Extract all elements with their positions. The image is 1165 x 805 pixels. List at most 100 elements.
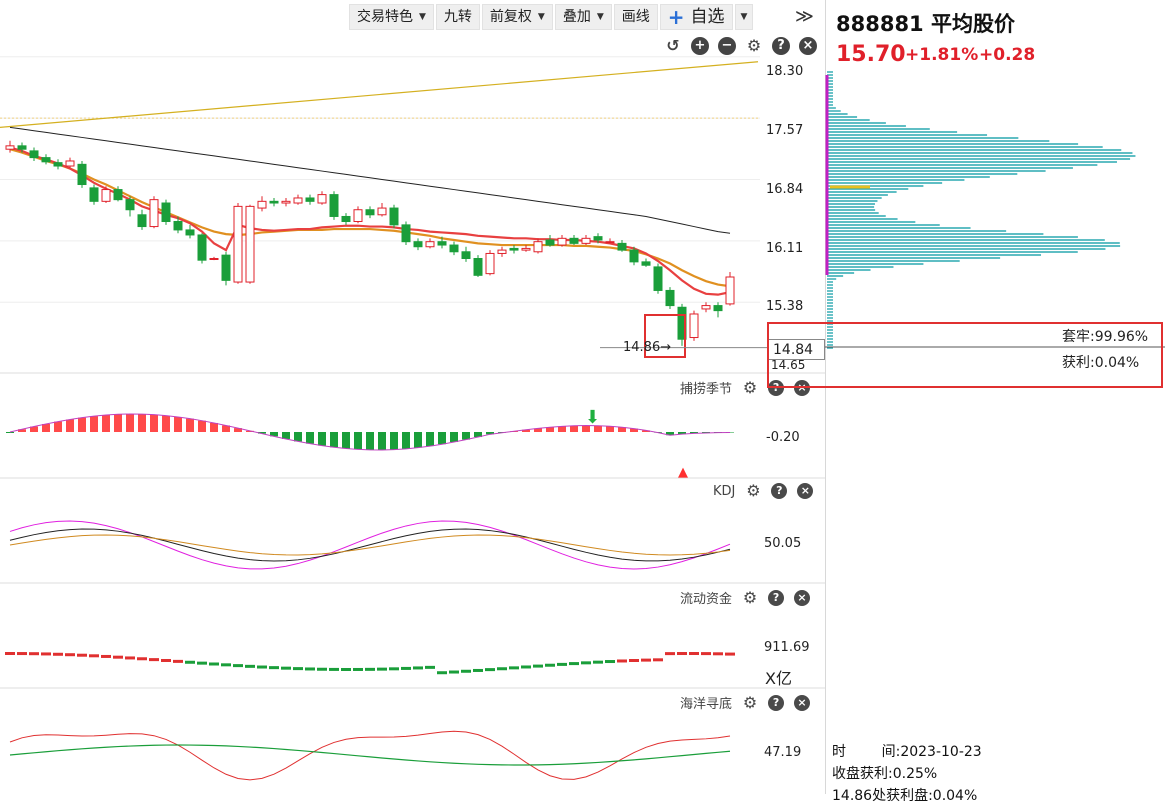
- help-icon[interactable]: ?: [772, 37, 790, 55]
- watchlist-dropdown[interactable]: ▼: [734, 4, 754, 30]
- gear-icon[interactable]: ⚙: [742, 377, 758, 397]
- gear-icon[interactable]: ⚙: [742, 587, 758, 607]
- close-icon[interactable]: ×: [794, 589, 811, 606]
- gear-icon[interactable]: ⚙: [742, 692, 758, 712]
- histogram-bar: [642, 430, 650, 432]
- histogram-bar: [522, 429, 530, 432]
- histogram-bar: [6, 432, 14, 433]
- candle-body: [65, 160, 75, 167]
- candle-body: [665, 289, 675, 307]
- histogram-bar: [150, 414, 158, 432]
- liquidity-bar: [101, 654, 111, 658]
- toolbar-item-label: 叠加: [562, 9, 591, 25]
- pane-header-ocean: 海洋寻底 ⚙? ×: [680, 692, 811, 712]
- close-icon[interactable]: ×: [797, 483, 814, 499]
- histogram-bar: [330, 432, 338, 448]
- zoom-out-icon[interactable]: −: [718, 37, 736, 55]
- indicator-name[interactable]: 流动资金: [680, 592, 733, 607]
- liquidity-bar: [173, 659, 183, 663]
- liquidity-bar: [269, 666, 279, 670]
- candle-body: [365, 209, 375, 216]
- liquidity-bar: [377, 667, 387, 671]
- toolbar-overlay[interactable]: 叠加 ▼: [554, 4, 612, 30]
- liquidity-bar: [473, 668, 483, 672]
- liquidity-bar: [341, 667, 351, 671]
- candle-body: [281, 200, 291, 204]
- liquidity-bar: [65, 653, 75, 657]
- liquidity-bar: [161, 658, 171, 662]
- toolbar-trade-feature[interactable]: 交易特色 ▼: [349, 4, 434, 30]
- indicator-name[interactable]: KDJ: [713, 483, 736, 499]
- liquidity-bar: [521, 665, 531, 669]
- reset-icon[interactable]: ↺: [666, 36, 680, 55]
- help-icon[interactable]: ?: [768, 694, 785, 711]
- candle-body: [101, 189, 111, 202]
- candle-body: [293, 197, 303, 204]
- liquidity-bar: [425, 665, 435, 669]
- histogram-bar: [54, 421, 62, 432]
- candle-body: [545, 239, 555, 246]
- plus-icon: +: [667, 5, 685, 29]
- indicator-value: -0.20: [766, 430, 800, 445]
- candle-body: [689, 313, 699, 339]
- stock-change-abs: +0.28: [979, 45, 1036, 65]
- liquidity-bar: [77, 653, 87, 657]
- candle-body: [377, 207, 387, 216]
- indicator-name[interactable]: 捕捞季节: [680, 382, 733, 397]
- candle-body: [629, 249, 639, 263]
- zoom-in-icon[interactable]: +: [691, 37, 709, 55]
- indicator-name[interactable]: 海洋寻底: [680, 697, 733, 712]
- liquidity-bar: [113, 655, 123, 659]
- candle-body: [497, 249, 507, 254]
- candle-body: [245, 205, 255, 283]
- candle-body: [461, 251, 471, 260]
- histogram-bar: [66, 419, 74, 432]
- histogram-bar: [126, 414, 134, 432]
- gear-icon[interactable]: ⚙: [746, 481, 761, 500]
- add-watchlist-button[interactable]: + 自选: [659, 4, 733, 30]
- more-icon[interactable]: ≫: [795, 6, 814, 27]
- histogram-bar: [210, 422, 218, 432]
- pane-header-liquidity: 流动资金 ⚙? ×: [680, 587, 811, 607]
- liquidity-bar: [329, 667, 339, 671]
- help-icon[interactable]: ?: [771, 483, 788, 499]
- close-icon[interactable]: ×: [794, 694, 811, 711]
- liquidity-bar: [257, 665, 267, 669]
- toolbar-nine-turn[interactable]: 九转: [435, 4, 480, 30]
- liquidity-bar: [713, 652, 723, 656]
- ma5-line: [9, 146, 731, 296]
- chart-area: ⬇ ▲: [0, 56, 825, 781]
- histogram-bar: [366, 432, 374, 450]
- kdj-d-line: [9, 534, 731, 556]
- stock-price: 15.70: [836, 42, 906, 67]
- liquidity-bar: [365, 667, 375, 671]
- indicator-value: 47.19: [764, 745, 802, 760]
- candle-body: [197, 234, 207, 261]
- chevron-down-icon: ▼: [537, 12, 545, 22]
- liquidity-bar: [533, 664, 543, 668]
- histogram-bar: [306, 432, 314, 444]
- chip-distribution: [825, 71, 1165, 349]
- liquidity-bar: [641, 658, 651, 662]
- toolbar-draw-line[interactable]: 画线: [613, 4, 658, 30]
- candle-body: [149, 199, 159, 228]
- histogram-bar: [570, 425, 578, 432]
- ocean-red-line: [9, 730, 731, 781]
- histogram-bar: [318, 432, 326, 446]
- histogram-bar: [546, 427, 554, 432]
- histogram-bar: [78, 417, 86, 432]
- candle-body: [41, 157, 51, 163]
- toolbar-item-label: 交易特色: [357, 9, 413, 25]
- toolbar-forward-adjust[interactable]: 前复权 ▼: [481, 4, 553, 30]
- liquidity-bar: [437, 671, 447, 675]
- liquidity-bar: [509, 666, 519, 670]
- buy-arrow-icon: ⬇: [585, 407, 600, 428]
- candle-body: [53, 162, 63, 167]
- liquidity-bar: [605, 660, 615, 664]
- chevron-down-icon: ▼: [740, 12, 748, 22]
- chart-svg: ⬇▲: [0, 56, 825, 781]
- histogram-bar: [198, 420, 206, 432]
- help-icon[interactable]: ?: [768, 589, 785, 606]
- gear-icon[interactable]: ⚙: [746, 36, 762, 55]
- close-icon[interactable]: ×: [799, 37, 817, 55]
